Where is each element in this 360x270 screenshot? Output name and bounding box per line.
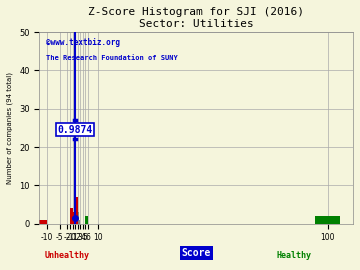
Bar bbox=[74, 174, 75, 224]
Text: Unhealthy: Unhealthy bbox=[44, 251, 89, 260]
Bar bbox=[85, 216, 88, 224]
Bar bbox=[315, 216, 328, 224]
Title: Z-Score Histogram for SJI (2016)
Sector: Utilities: Z-Score Histogram for SJI (2016) Sector:… bbox=[88, 7, 304, 29]
Bar bbox=[39, 220, 47, 224]
Bar bbox=[76, 197, 78, 224]
X-axis label: Score: Score bbox=[181, 248, 211, 258]
Text: 0.9874: 0.9874 bbox=[57, 125, 93, 135]
Bar bbox=[75, 63, 76, 224]
Text: The Research Foundation of SUNY: The Research Foundation of SUNY bbox=[46, 55, 177, 61]
Y-axis label: Number of companies (94 total): Number of companies (94 total) bbox=[7, 72, 13, 184]
Bar bbox=[72, 212, 74, 224]
Bar bbox=[79, 220, 80, 224]
Bar bbox=[70, 208, 72, 224]
Bar bbox=[328, 216, 340, 224]
Text: Healthy: Healthy bbox=[276, 251, 311, 260]
Text: ©www.textbiz.org: ©www.textbiz.org bbox=[46, 38, 120, 47]
Bar bbox=[78, 212, 79, 224]
